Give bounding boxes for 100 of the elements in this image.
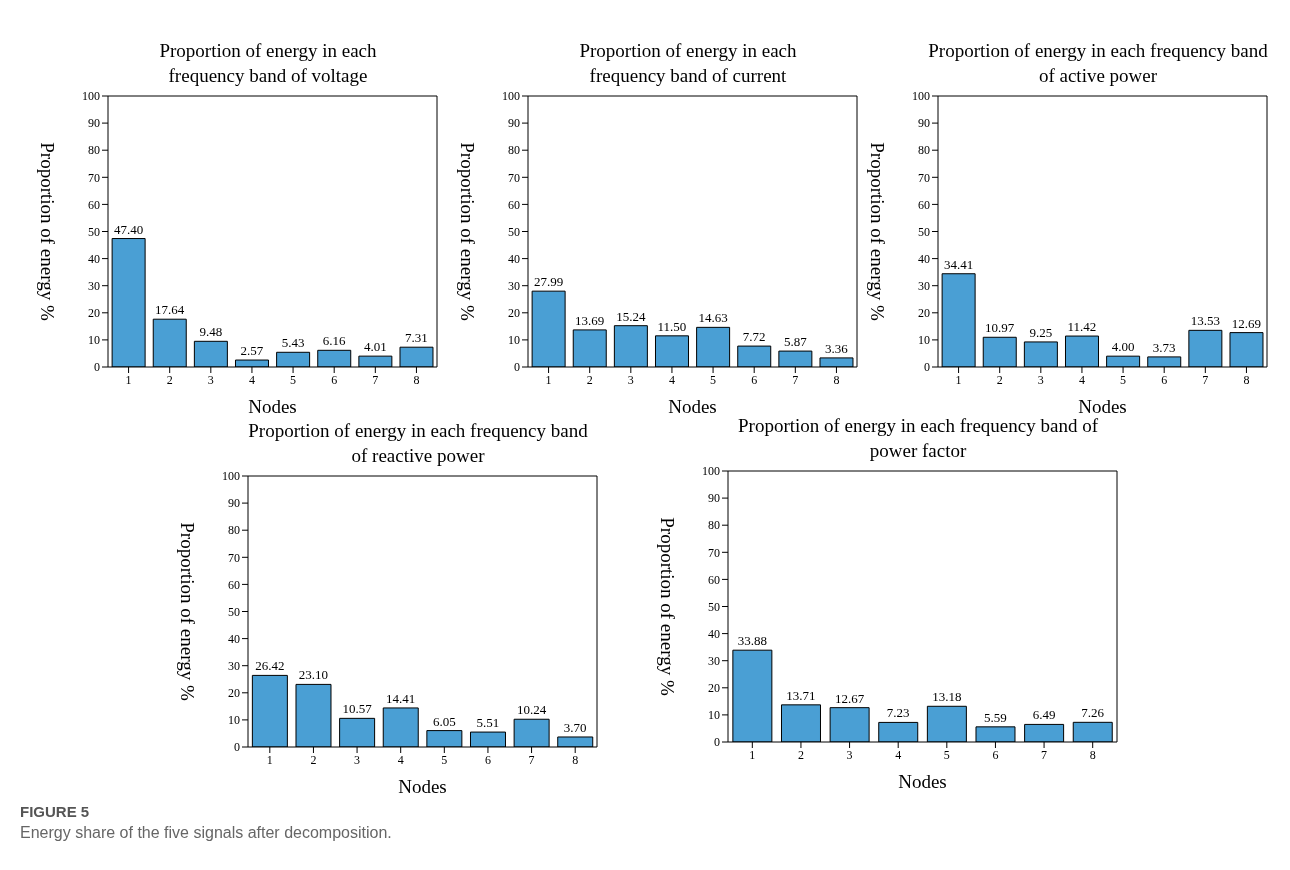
y-tick-label: 80 xyxy=(228,523,240,538)
x-tick-label: 8 xyxy=(1089,747,1096,762)
x-tick-label: 7 xyxy=(1041,747,1048,762)
y-tick-label: 100 xyxy=(702,464,720,479)
data-label: 6.05 xyxy=(432,713,456,729)
data-label: 5.43 xyxy=(281,335,305,351)
data-label: 7.72 xyxy=(742,329,766,345)
y-tick-label: 50 xyxy=(228,604,240,619)
y-tick-label: 0 xyxy=(924,360,930,375)
data-label: 33.88 xyxy=(737,633,767,649)
y-tick-label: 40 xyxy=(508,251,520,266)
y-tick-label: 30 xyxy=(708,653,720,668)
data-label: 34.41 xyxy=(943,256,974,272)
data-label: 9.25 xyxy=(1029,324,1053,340)
data-label: 5.51 xyxy=(476,715,500,731)
data-label: 26.42 xyxy=(255,658,285,674)
y-tick-label: 100 xyxy=(82,89,100,104)
y-axis-title: Proportion of energy % xyxy=(657,517,679,696)
data-label: 6.49 xyxy=(1032,707,1056,723)
y-axis-title: Proportion of energy % xyxy=(457,142,479,321)
data-label: 3.36 xyxy=(825,340,849,356)
data-label: 10.24 xyxy=(516,702,547,718)
x-tick-label: 5 xyxy=(290,372,297,387)
y-tick-label: 90 xyxy=(508,116,520,131)
y-tick-label: 90 xyxy=(228,496,240,511)
y-tick-label: 70 xyxy=(708,545,720,560)
x-tick-label: 1 xyxy=(749,747,756,762)
y-tick-label: 30 xyxy=(228,658,240,673)
x-tick-label: 8 xyxy=(833,372,840,387)
data-label: 4.00 xyxy=(1111,339,1135,355)
y-tick-label: 60 xyxy=(88,197,100,212)
y-tick-label: 30 xyxy=(508,278,520,293)
y-axis-title: Proportion of energy % xyxy=(37,142,59,321)
x-tick-label: 6 xyxy=(751,372,758,387)
x-tick-label: 2 xyxy=(166,372,173,387)
data-label: 13.18 xyxy=(932,689,962,705)
data-label: 17.64 xyxy=(155,302,185,318)
data-label: 14.63 xyxy=(698,310,728,326)
y-tick-label: 100 xyxy=(912,89,930,104)
x-tick-label: 2 xyxy=(996,372,1003,387)
y-tick-label: 30 xyxy=(918,278,930,293)
x-tick-label: 5 xyxy=(943,747,950,762)
y-tick-label: 60 xyxy=(708,572,720,587)
data-label: 3.70 xyxy=(563,719,587,735)
y-tick-label: 40 xyxy=(88,251,100,266)
y-tick-label: 10 xyxy=(918,333,930,348)
x-tick-label: 1 xyxy=(545,372,552,387)
y-tick-label: 10 xyxy=(708,708,720,723)
data-label: 7.26 xyxy=(1081,705,1105,721)
x-tick-label: 7 xyxy=(528,752,535,767)
x-tick-label: 5 xyxy=(1120,372,1127,387)
data-label: 10.97 xyxy=(985,320,1015,336)
y-tick-label: 20 xyxy=(88,306,100,321)
y-tick-label: 0 xyxy=(514,360,520,375)
y-tick-label: 0 xyxy=(714,735,720,750)
y-tick-label: 40 xyxy=(918,251,930,266)
y-tick-label: 30 xyxy=(88,278,100,293)
y-tick-label: 20 xyxy=(918,306,930,321)
caption: FIGURE 5 xyxy=(20,803,91,820)
data-label: 3.73 xyxy=(1152,339,1176,355)
y-tick-label: 90 xyxy=(88,116,100,131)
y-tick-label: 40 xyxy=(708,626,720,641)
y-tick-label: 80 xyxy=(88,143,100,158)
y-tick-label: 60 xyxy=(918,197,930,212)
y-tick-label: 70 xyxy=(508,170,520,185)
y-tick-label: 70 xyxy=(228,550,240,565)
y-tick-label: 50 xyxy=(708,599,720,614)
x-tick-label: 2 xyxy=(310,752,317,767)
y-tick-label: 50 xyxy=(88,224,100,239)
y-tick-label: 80 xyxy=(918,143,930,158)
x-tick-label: 2 xyxy=(586,372,593,387)
chart-title: Proportion of energy in each frequency band of power factor xyxy=(737,414,1099,463)
x-tick-label: 3 xyxy=(354,752,361,767)
x-tick-label: 6 xyxy=(992,747,999,762)
x-tick-label: 6 xyxy=(331,372,338,387)
text: Energy share of the five signals after decomposition. xyxy=(20,824,392,842)
chart-title: Proportion of energy in each frequency band of current xyxy=(578,39,798,88)
x-tick-label: 8 xyxy=(1243,372,1250,387)
y-tick-label: 20 xyxy=(508,306,520,321)
x-tick-label: 4 xyxy=(1078,372,1085,387)
x-axis-title: Nodes xyxy=(1078,396,1127,417)
data-label: 13.53 xyxy=(1190,313,1220,329)
chart-title: Proportion of energy in each frequency band of active power xyxy=(927,39,1269,88)
y-tick-label: 10 xyxy=(228,713,240,728)
data-label: 15.24 xyxy=(616,308,646,324)
y-tick-label: 100 xyxy=(502,89,520,104)
data-label: 4.01 xyxy=(363,339,387,355)
x-tick-label: 2 xyxy=(797,747,804,762)
x-tick-label: 4 xyxy=(248,372,255,387)
data-label: 7.23 xyxy=(886,705,910,721)
data-label: 2.57 xyxy=(240,343,264,359)
x-tick-label: 3 xyxy=(627,372,634,387)
x-axis-title: Nodes xyxy=(248,396,297,417)
y-tick-label: 60 xyxy=(508,197,520,212)
data-label: 12.67 xyxy=(834,690,865,706)
y-tick-label: 20 xyxy=(228,686,240,701)
data-label: 13.71 xyxy=(786,687,816,703)
data-label: 9.48 xyxy=(199,324,223,340)
y-axis-title: Proportion of energy % xyxy=(867,142,889,321)
data-label: 13.69 xyxy=(575,312,605,328)
